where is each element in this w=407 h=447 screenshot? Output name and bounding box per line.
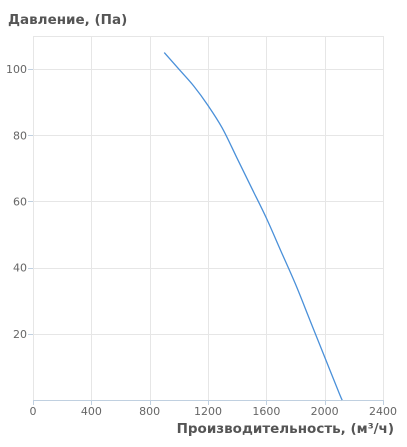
y-tick-label-2: 60 bbox=[13, 195, 27, 208]
y-axis-ticks: 20 40 60 80 100 bbox=[6, 63, 33, 341]
x-tick-label-1: 400 bbox=[81, 405, 102, 418]
x-tick-label-6: 2400 bbox=[369, 405, 397, 418]
x-tick-label-5: 2000 bbox=[311, 405, 339, 418]
y-axis-title: Давление, (Па) bbox=[8, 12, 127, 28]
horizontal-grid bbox=[33, 36, 383, 335]
x-axis-title: Производительность, (м³/ч) bbox=[177, 421, 394, 437]
y-tick-label-1: 40 bbox=[13, 262, 27, 275]
x-tick-label-4: 1600 bbox=[252, 405, 280, 418]
series-group bbox=[163, 52, 343, 401]
x-axis-ticks: 0 400 800 1200 1600 2000 2400 bbox=[30, 400, 397, 418]
x-tick-label-3: 1200 bbox=[194, 405, 222, 418]
x-tick-label-2: 800 bbox=[139, 405, 160, 418]
vertical-grid bbox=[33, 36, 384, 400]
y-tick-label-3: 80 bbox=[13, 129, 27, 142]
y-tick-label-4: 100 bbox=[6, 63, 27, 76]
series-line-0 bbox=[163, 52, 343, 401]
x-tick-label-0: 0 bbox=[30, 405, 37, 418]
y-tick-label-0: 20 bbox=[13, 328, 27, 341]
